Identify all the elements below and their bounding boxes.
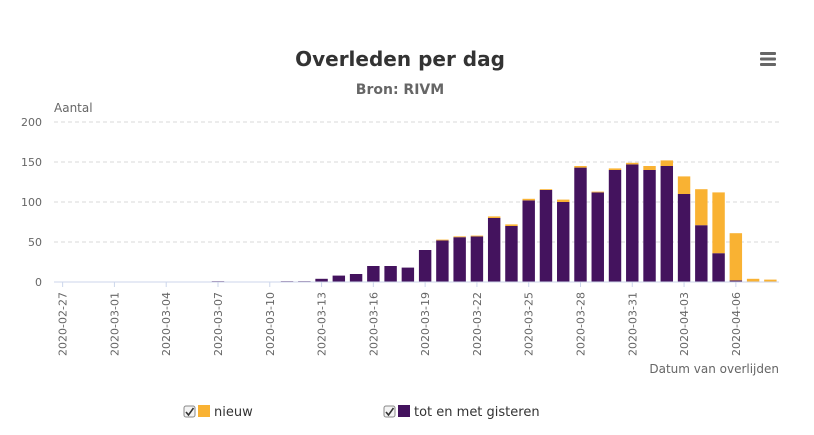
y-tick-label: 0 — [35, 276, 42, 289]
bar-nieuw[interactable] — [660, 160, 674, 166]
bar-nieuw[interactable] — [591, 191, 604, 193]
x-tick-label: 2020-03-10 — [264, 292, 277, 356]
x-tick-label: 2020-03-25 — [523, 292, 536, 356]
x-tick-label: 2020-03-04 — [160, 292, 173, 356]
bar-nieuw[interactable] — [746, 278, 760, 282]
legend-item-tot-en-met-gisteren[interactable]: tot en met gisteren — [383, 405, 540, 420]
bar-tot-en-met-gisteren[interactable] — [626, 164, 639, 282]
bar-nieuw[interactable] — [522, 198, 535, 201]
bar-tot-en-met-gisteren[interactable] — [384, 266, 397, 282]
x-tick-label: 2020-04-03 — [678, 292, 691, 356]
x-tick-label: 2020-03-13 — [316, 292, 329, 356]
y-tick-label: 100 — [21, 196, 42, 209]
bar-nieuw[interactable] — [453, 236, 466, 238]
bar-tot-en-met-gisteren[interactable] — [436, 240, 449, 282]
x-tick-label: 2020-03-22 — [471, 292, 484, 356]
y-axis-title: Aantal — [54, 101, 93, 115]
bar-tot-en-met-gisteren[interactable] — [557, 202, 570, 282]
bar-tot-en-met-gisteren[interactable] — [643, 170, 656, 282]
chart-title: Overleden per dag — [295, 47, 505, 71]
legend-swatch — [398, 405, 410, 417]
checkmark-icon — [185, 407, 195, 417]
bar-tot-en-met-gisteren[interactable] — [487, 218, 501, 282]
x-tick-label: 2020-02-27 — [57, 292, 70, 356]
x-tick-label: 2020-03-31 — [626, 292, 639, 356]
y-axis-ticks: 0 50 100 150 200 — [21, 116, 42, 289]
bar-nieuw[interactable] — [539, 189, 553, 190]
legend-label: tot en met gisteren — [414, 405, 540, 420]
y-tick-label: 200 — [21, 116, 42, 129]
bar-tot-en-met-gisteren[interactable] — [729, 280, 743, 282]
bar-tot-en-met-gisteren[interactable] — [677, 194, 691, 282]
bar-nieuw[interactable] — [608, 168, 622, 170]
bar-tot-en-met-gisteren[interactable] — [712, 253, 725, 282]
bar-nieuw[interactable] — [436, 239, 449, 241]
bar-tot-en-met-gisteren[interactable] — [315, 278, 328, 282]
checkmark-icon — [385, 407, 395, 417]
chart-subtitle: Bron: RIVM — [356, 82, 444, 98]
legend-checkbox[interactable] — [383, 405, 396, 418]
hamburger-menu-icon — [760, 52, 776, 66]
legend-label: nieuw — [214, 405, 253, 420]
bar-nieuw[interactable] — [643, 166, 656, 170]
x-tick-label: 2020-03-01 — [108, 292, 121, 356]
bar-tot-en-met-gisteren[interactable] — [349, 274, 363, 282]
bar-nieuw[interactable] — [764, 279, 777, 282]
legend-checkbox[interactable] — [183, 405, 196, 418]
bar-tot-en-met-gisteren[interactable] — [574, 167, 587, 282]
bar-tot-en-met-gisteren[interactable] — [401, 267, 415, 282]
x-axis-ticks: 2020-02-27 2020-03-01 2020-03-04 2020-03-07… — [57, 282, 743, 356]
menu-button[interactable] — [756, 48, 780, 70]
x-tick-label: 2020-04-06 — [730, 292, 743, 356]
bars — [211, 160, 777, 282]
bar-tot-en-met-gisteren[interactable] — [470, 236, 484, 282]
bar-nieuw[interactable] — [557, 199, 570, 202]
x-tick-label: 2020-03-28 — [574, 292, 587, 356]
bar-nieuw[interactable] — [695, 189, 708, 226]
y-tick-label: 50 — [28, 236, 42, 249]
bar-tot-en-met-gisteren[interactable] — [418, 250, 432, 282]
bar-nieuw[interactable] — [729, 233, 743, 281]
x-tick-label: 2020-03-16 — [367, 292, 380, 356]
grid-lines — [54, 121, 779, 243]
bar-tot-en-met-gisteren[interactable] — [367, 266, 380, 282]
x-axis-title: Datum van overlijden — [649, 362, 779, 376]
bar-tot-en-met-gisteren[interactable] — [539, 190, 553, 282]
bar-tot-en-met-gisteren[interactable] — [332, 275, 346, 282]
bar-tot-en-met-gisteren[interactable] — [453, 237, 466, 282]
bar-nieuw[interactable] — [677, 176, 691, 194]
bar-nieuw[interactable] — [470, 235, 484, 237]
bar-tot-en-met-gisteren[interactable] — [591, 192, 604, 282]
legend-swatch — [198, 405, 210, 417]
bar-tot-en-met-gisteren[interactable] — [505, 226, 518, 282]
legend-item-nieuw[interactable]: nieuw — [183, 405, 253, 420]
legend: nieuw tot en met gisteren — [183, 405, 540, 420]
bar-nieuw[interactable] — [626, 162, 639, 165]
bar-tot-en-met-gisteren[interactable] — [608, 170, 622, 282]
x-tick-label: 2020-03-07 — [212, 292, 225, 356]
bar-tot-en-met-gisteren[interactable] — [522, 200, 535, 282]
bar-tot-en-met-gisteren[interactable] — [695, 225, 708, 282]
bar-tot-en-met-gisteren[interactable] — [660, 166, 674, 282]
bar-nieuw[interactable] — [487, 216, 501, 218]
bar-nieuw[interactable] — [505, 224, 518, 226]
bar-nieuw[interactable] — [712, 192, 725, 254]
bar-nieuw[interactable] — [574, 166, 587, 168]
y-tick-label: 150 — [21, 156, 42, 169]
x-tick-label: 2020-03-19 — [419, 292, 432, 356]
